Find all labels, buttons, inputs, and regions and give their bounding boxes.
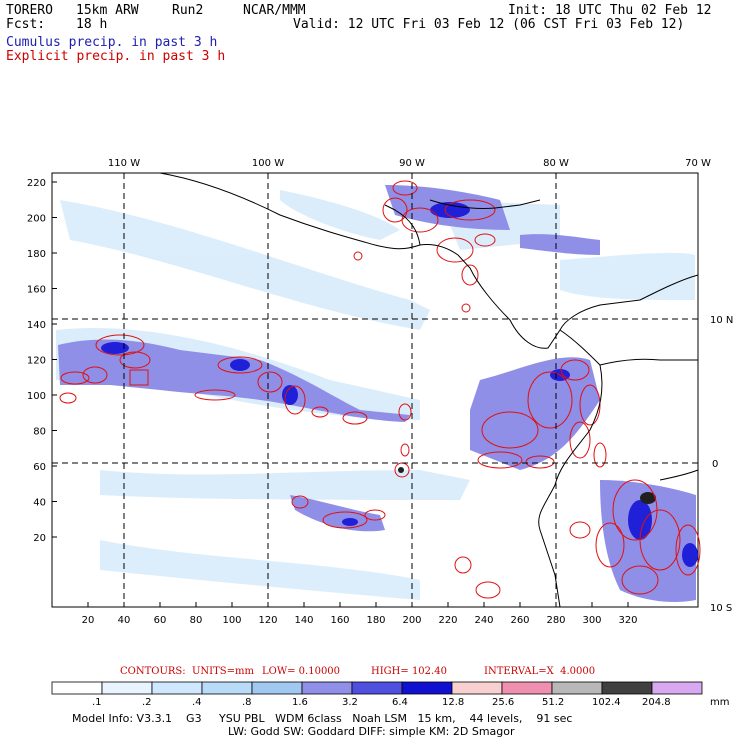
- header-model: TORERO: [6, 3, 53, 18]
- contours-interval: INTERVAL=X 4.0000: [484, 666, 596, 677]
- colorbar-swatch: [351, 681, 403, 695]
- lat-lon-grid: [52, 173, 698, 607]
- header-fcst-value: 18 h: [76, 17, 108, 32]
- y-tick-label: 140: [27, 320, 46, 331]
- y-tick-label: 80: [33, 427, 46, 438]
- y-tick-label: 180: [27, 249, 46, 260]
- header-org: NCAR/MMM: [243, 3, 306, 18]
- footer-physics: LW: Godd SW: Goddard DIFF: simple KM: 2D…: [228, 725, 515, 738]
- colorbar-swatch: [451, 681, 503, 695]
- x-tick-label: 20: [82, 615, 95, 626]
- x-tick-label: 200: [402, 615, 421, 626]
- y-axis-ticks: 220 200 180 160 140 120 100 80 60 40 20: [27, 178, 57, 544]
- x-tick-label: 160: [330, 615, 349, 626]
- lat-label-eq: 0: [712, 459, 718, 470]
- colorbar-swatch: [601, 681, 653, 695]
- colorbar-label: 3.2: [342, 697, 358, 708]
- y-tick-label: 200: [27, 214, 46, 225]
- lat-label-10n: 10 N: [710, 315, 733, 326]
- y-tick-label: 220: [27, 178, 46, 189]
- coastline: [159, 172, 699, 608]
- legend-cumulus: Cumulus precip. in past 3 h: [6, 35, 218, 50]
- colorbar-swatch: [551, 681, 603, 695]
- lon-label-70w: 70 W: [685, 158, 711, 169]
- colorbar-label: 51.2: [542, 697, 565, 708]
- colorbar-swatch: [151, 681, 203, 695]
- precip-black-cores: [398, 467, 656, 504]
- x-tick-label: 240: [474, 615, 493, 626]
- y-tick-label: 100: [27, 391, 46, 402]
- y-tick-label: 60: [33, 462, 46, 473]
- legend-explicit: Explicit precip. in past 3 h: [6, 49, 226, 64]
- colorbar-swatch: [651, 681, 703, 695]
- lat-label-10s: 10 S: [710, 603, 732, 614]
- colorbar-swatch: [201, 681, 253, 695]
- lat-labels: 10 N 0 10 S: [710, 315, 733, 614]
- colorbar-swatch: [501, 681, 553, 695]
- y-tick-label: 160: [27, 285, 46, 296]
- header-valid: Valid: 12 UTC Fri 03 Feb 12 (06 CST Fri …: [293, 17, 685, 32]
- x-tick-label: 120: [258, 615, 277, 626]
- x-tick-label: 60: [154, 615, 167, 626]
- colorbar-units: mm: [710, 697, 730, 708]
- colorbar-label: 1.6: [292, 697, 308, 708]
- x-tick-label: 320: [618, 615, 637, 626]
- colorbar-swatch: [301, 681, 353, 695]
- header-init: Init: 18 UTC Thu 02 Feb 12: [508, 3, 712, 18]
- y-tick-label: 40: [33, 498, 46, 509]
- x-tick-label: 300: [582, 615, 601, 626]
- contours-low: LOW= 0.10000: [262, 666, 341, 677]
- colorbar-swatch: [251, 681, 303, 695]
- colorbar: [51, 681, 703, 695]
- x-tick-label: 220: [438, 615, 457, 626]
- colorbar-label: 6.4: [392, 697, 408, 708]
- lon-label-90w: 90 W: [399, 158, 425, 169]
- contours-units: CONTOURS: UNITS=mm: [120, 666, 254, 677]
- x-axis-ticks: 20 40 60 80 100 120 140 160 180 200 220 240 260 280 30…: [82, 602, 638, 626]
- colorbar-swatch: [401, 681, 453, 695]
- cumulus-precip-heavy: [101, 202, 698, 567]
- explicit-precip-contours: [59, 180, 701, 599]
- header-run: Run2: [172, 3, 204, 18]
- colorbar-label: .1: [92, 697, 102, 708]
- x-tick-label: 80: [190, 615, 203, 626]
- x-tick-label: 100: [222, 615, 241, 626]
- lon-label-80w: 80 W: [543, 158, 569, 169]
- x-tick-label: 180: [366, 615, 385, 626]
- lon-label-110w: 110 W: [108, 158, 140, 169]
- colorbar-label: 102.4: [592, 697, 621, 708]
- y-tick-label: 20: [33, 533, 46, 544]
- contours-high: HIGH= 102.40: [371, 666, 447, 677]
- colorbar-label: .4: [192, 697, 202, 708]
- header-fcst-label: Fcst:: [6, 17, 46, 32]
- header-resolution: 15km ARW: [76, 3, 139, 18]
- colorbar-label: .8: [242, 697, 252, 708]
- colorbar-swatch: [101, 681, 153, 695]
- footer-model-info: Model Info: V3.3.1 G3 YSU PBL WDM 6class…: [72, 712, 573, 725]
- x-tick-label: 140: [294, 615, 313, 626]
- colorbar-label: .2: [142, 697, 152, 708]
- x-tick-label: 280: [546, 615, 565, 626]
- colorbar-label: 204.8: [642, 697, 671, 708]
- colorbar-swatch: [51, 681, 103, 695]
- colorbar-label: 25.6: [492, 697, 515, 708]
- lon-labels: 110 W 100 W 90 W 80 W 70 W: [108, 158, 711, 169]
- x-tick-label: 260: [510, 615, 529, 626]
- lon-label-100w: 100 W: [252, 158, 284, 169]
- y-tick-label: 120: [27, 356, 46, 367]
- colorbar-label: 12.8: [442, 697, 465, 708]
- x-tick-label: 40: [118, 615, 131, 626]
